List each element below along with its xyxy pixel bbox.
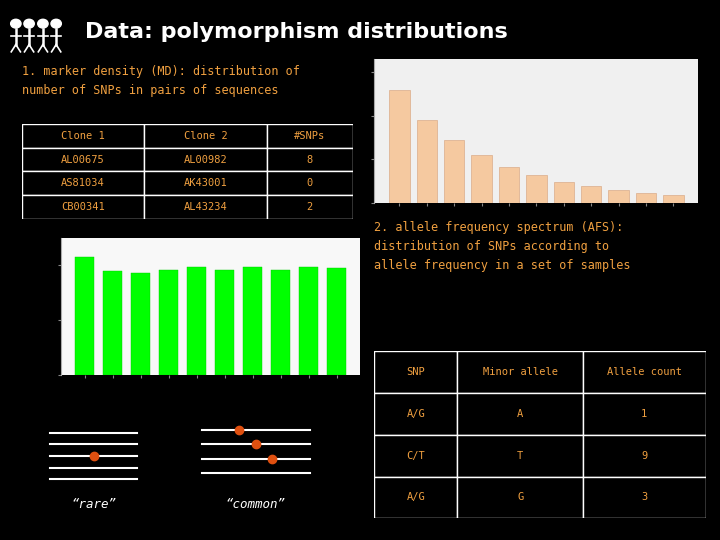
Text: 2: 2 [307, 202, 313, 212]
Bar [444, 140, 464, 202]
Bar [103, 271, 122, 375]
Text: “rare”: “rare” [71, 498, 116, 511]
Text: “common”: “common” [225, 498, 286, 511]
Circle shape [24, 19, 35, 28]
Text: A: A [517, 409, 523, 419]
Bar [663, 195, 684, 202]
Bar [131, 273, 150, 375]
Bar [144, 124, 266, 148]
Text: 8: 8 [307, 154, 313, 165]
Bar [526, 175, 546, 202]
Bar [266, 148, 353, 172]
Bar [75, 258, 94, 375]
Text: Data: polymorphism distributions: Data: polymorphism distributions [85, 22, 508, 43]
Text: Clone 2: Clone 2 [184, 131, 228, 141]
Text: Clone 1: Clone 1 [61, 131, 104, 141]
Text: A/G: A/G [406, 409, 426, 419]
Text: 1: 1 [642, 409, 647, 419]
Text: 2. allele frequency spectrum (AFS):
distribution of SNPs according to
allele fre: 2. allele frequency spectrum (AFS): dist… [374, 221, 631, 272]
Bar [144, 148, 266, 172]
Bar [159, 269, 179, 375]
Bar [374, 476, 457, 518]
Bar [186, 267, 207, 375]
Bar [457, 393, 583, 435]
Text: Allele count: Allele count [607, 367, 682, 377]
Bar [636, 193, 656, 202]
Text: AL00675: AL00675 [61, 154, 104, 165]
Text: 3: 3 [642, 492, 647, 503]
Bar [266, 195, 353, 219]
Bar [374, 435, 457, 476]
Text: #SNPs: #SNPs [294, 131, 325, 141]
Text: Minor allele: Minor allele [482, 367, 557, 377]
Bar [472, 155, 492, 202]
Bar [389, 90, 410, 202]
Bar [499, 166, 519, 202]
Text: 9: 9 [642, 450, 647, 461]
Text: CB00341: CB00341 [61, 202, 104, 212]
Bar [215, 269, 235, 375]
Circle shape [51, 19, 61, 28]
Bar [243, 267, 262, 375]
Bar [457, 476, 583, 518]
Text: A/G: A/G [406, 492, 426, 503]
Bar [374, 393, 457, 435]
Text: SNP: SNP [406, 367, 426, 377]
Bar [22, 195, 144, 219]
Bar [583, 435, 706, 476]
Text: 1. marker density (MD): distribution of
number of SNPs in pairs of sequences: 1. marker density (MD): distribution of … [22, 65, 300, 97]
Text: AL43234: AL43234 [184, 202, 228, 212]
Bar [583, 393, 706, 435]
Bar [22, 124, 144, 148]
Bar [266, 172, 353, 195]
Bar [554, 181, 574, 202]
Bar [583, 351, 706, 393]
Bar [608, 191, 629, 202]
Bar [299, 267, 318, 375]
Bar [374, 351, 457, 393]
Text: C/T: C/T [406, 450, 426, 461]
Text: AK43001: AK43001 [184, 178, 228, 188]
Text: G: G [517, 492, 523, 503]
Bar [457, 435, 583, 476]
Bar [457, 351, 583, 393]
Bar [583, 476, 706, 518]
Circle shape [37, 19, 48, 28]
Bar [271, 269, 290, 375]
Bar [581, 186, 601, 202]
Bar [144, 195, 266, 219]
Text: 0: 0 [307, 178, 313, 188]
Bar [22, 172, 144, 195]
Bar [144, 172, 266, 195]
Bar [266, 124, 353, 148]
Bar [417, 120, 437, 202]
Text: T: T [517, 450, 523, 461]
Text: AS81034: AS81034 [61, 178, 104, 188]
Text: AL00982: AL00982 [184, 154, 228, 165]
Circle shape [11, 19, 21, 28]
Bar [22, 148, 144, 172]
Bar [327, 268, 346, 375]
